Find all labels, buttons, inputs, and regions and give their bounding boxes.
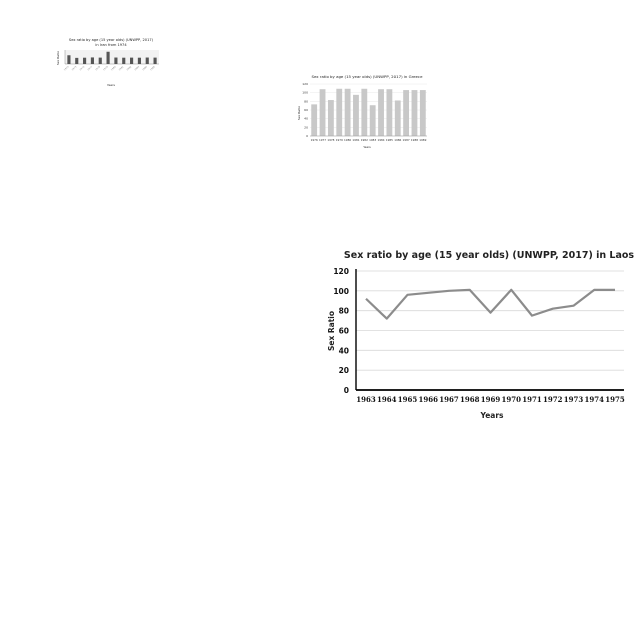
chart-greece-x-tick-label: 1985 bbox=[386, 138, 393, 142]
chart-greece-bar bbox=[403, 90, 410, 136]
chart-iran-x-tick-label: 1980 bbox=[110, 65, 117, 71]
chart-laos-y-tick-label: 100 bbox=[333, 287, 349, 296]
chart-laos-y-tick-label: 0 bbox=[344, 386, 349, 395]
chart-greece-x-tick-label: 1983 bbox=[369, 138, 376, 142]
chart-iran-bar bbox=[137, 57, 141, 64]
chart-iran-x-tick-label: 1984 bbox=[142, 65, 149, 71]
chart-greece-bar bbox=[311, 104, 318, 136]
chart-iran-bar bbox=[145, 57, 149, 64]
chart-greece-bar bbox=[419, 90, 426, 136]
chart-laos-x-tick-label: 1968 bbox=[460, 395, 480, 404]
chart-greece-bar bbox=[336, 88, 343, 136]
chart-iran-bar bbox=[122, 57, 126, 64]
chart-greece-x-tick-label: 1976 bbox=[311, 138, 318, 142]
chart-greece-y-tick-label: 40 bbox=[304, 117, 308, 121]
chart-iran-plot-area bbox=[65, 50, 159, 64]
chart-iran-x-tick-label: 1985 bbox=[150, 65, 157, 71]
chart-greece-y-tick-label: 20 bbox=[304, 125, 308, 129]
chart-greece-bar bbox=[353, 94, 359, 136]
chart-greece: Sex ratio by age (15 year olds) (UNWPP, … bbox=[297, 74, 427, 149]
chart-iran-bar bbox=[67, 55, 71, 64]
chart-iran-x-tick-label: 1977 bbox=[87, 65, 94, 71]
chart-laos-x-tick-label: 1974 bbox=[585, 395, 605, 404]
chart-greece-y-axis-label: Sex Ratio bbox=[297, 106, 301, 120]
chart-greece-y-tick-label: 120 bbox=[302, 82, 308, 86]
chart-greece-x-tick-label: 1981 bbox=[352, 138, 359, 142]
chart-greece-x-tick-label: 1989 bbox=[419, 138, 426, 142]
chart-laos-x-tick-label: 1963 bbox=[356, 395, 376, 404]
chart-greece-bar bbox=[394, 100, 401, 136]
chart-laos-y-axis-label: Sex Ratio bbox=[327, 311, 336, 351]
chart-laos-y-tick-label: 40 bbox=[339, 346, 349, 355]
chart-laos-series-line bbox=[365, 288, 615, 320]
chart-greece-x-tick-label: 1986 bbox=[394, 138, 401, 142]
chart-laos: Sex ratio by age (15 year olds) (UNWPP, … bbox=[327, 250, 634, 420]
chart-greece-x-tick-label: 1980 bbox=[344, 138, 351, 142]
chart-iran-x-tick-label: 1975 bbox=[71, 65, 78, 71]
chart-iran: Sex ratio by age (15 year olds) (UNWPP, … bbox=[56, 38, 159, 87]
chart-iran-bar bbox=[114, 57, 118, 64]
chart-greece-bar bbox=[369, 105, 376, 136]
chart-iran-title-line1: Sex ratio by age (15 year olds) (UNWPP, … bbox=[69, 38, 154, 42]
chart-greece-y-tick-label: 100 bbox=[302, 91, 308, 95]
chart-iran-x-tick-label: 1974 bbox=[63, 65, 70, 71]
chart-iran-bar bbox=[90, 57, 94, 64]
chart-greece-bar bbox=[344, 88, 351, 136]
chart-greece-x-tick-label: 1977 bbox=[319, 138, 326, 142]
chart-greece-bar bbox=[361, 88, 368, 136]
chart-greece-bar bbox=[378, 89, 384, 136]
chart-laos-x-tick-label: 1965 bbox=[398, 395, 418, 404]
chart-iran-x-tick-label: 1976 bbox=[79, 65, 86, 71]
chart-greece-bar bbox=[386, 89, 393, 136]
chart-laos-x-tick-label: 1973 bbox=[564, 395, 584, 404]
chart-laos-x-tick-label: 1966 bbox=[419, 395, 439, 404]
chart-greece-bar bbox=[411, 90, 418, 136]
chart-iran-y-axis-label: Sex Ratio bbox=[56, 51, 60, 65]
chart-laos-x-tick-label: 1975 bbox=[605, 395, 625, 404]
chart-greece-x-tick-label: 1978 bbox=[327, 138, 334, 142]
chart-laos-y-tick-label: 60 bbox=[339, 327, 349, 336]
chart-greece-x-tick-label: 1979 bbox=[336, 138, 343, 142]
chart-iran-bar bbox=[153, 57, 157, 64]
chart-iran-x-tick-label: 1978 bbox=[95, 65, 102, 71]
chart-iran-x-axis-label: Years bbox=[107, 83, 115, 87]
chart-greece-x-tick-label: 1988 bbox=[411, 138, 418, 142]
chart-iran-x-tick-label: 1982 bbox=[126, 65, 133, 71]
chart-laos-x-tick-label: 1970 bbox=[502, 395, 522, 404]
chart-greece-x-tick-label: 1987 bbox=[403, 138, 410, 142]
chart-laos-y-tick-label: 20 bbox=[339, 366, 349, 375]
chart-greece-x-axis-label: Years bbox=[363, 145, 371, 149]
chart-iran-x-tick-label: 1979 bbox=[103, 65, 110, 71]
chart-iran-bar bbox=[130, 57, 134, 64]
chart-iran-title-line2: in Iran from 1974 bbox=[95, 43, 127, 47]
chart-greece-y-tick-label: 60 bbox=[304, 108, 308, 112]
chart-greece-x-tick-label: 1982 bbox=[361, 138, 368, 142]
chart-laos-x-tick-label: 1969 bbox=[481, 395, 501, 404]
chart-laos-x-tick-label: 1964 bbox=[377, 395, 397, 404]
chart-iran-x-tick-label: 1981 bbox=[118, 65, 125, 71]
chart-laos-y-tick-label: 80 bbox=[339, 307, 349, 316]
chart-laos-x-axis-label: Years bbox=[479, 411, 504, 420]
chart-laos-title: Sex ratio by age (15 year olds) (UNWPP, … bbox=[344, 250, 634, 261]
chart-laos-y-tick-label: 120 bbox=[333, 267, 349, 276]
chart-iran-bar bbox=[75, 57, 79, 64]
chart-iran-x-tick-label: 1983 bbox=[134, 65, 141, 71]
chart-iran-bar bbox=[106, 51, 110, 64]
chart-greece-bar bbox=[327, 100, 334, 136]
chart-greece-title: Sex ratio by age (15 year olds) (UNWPP, … bbox=[312, 74, 424, 79]
chart-iran-bar bbox=[98, 57, 102, 64]
chart-greece-bar bbox=[319, 89, 326, 136]
chart-iran-bar bbox=[83, 57, 87, 64]
chart-laos-x-tick-label: 1967 bbox=[439, 395, 459, 404]
chart-greece-y-tick-label: 80 bbox=[304, 99, 308, 103]
chart-laos-x-tick-label: 1972 bbox=[543, 395, 563, 404]
chart-greece-x-tick-label: 1984 bbox=[377, 138, 384, 142]
chart-greece-y-tick-label: 0 bbox=[306, 134, 308, 138]
chart-laos-x-tick-label: 1971 bbox=[522, 395, 542, 404]
